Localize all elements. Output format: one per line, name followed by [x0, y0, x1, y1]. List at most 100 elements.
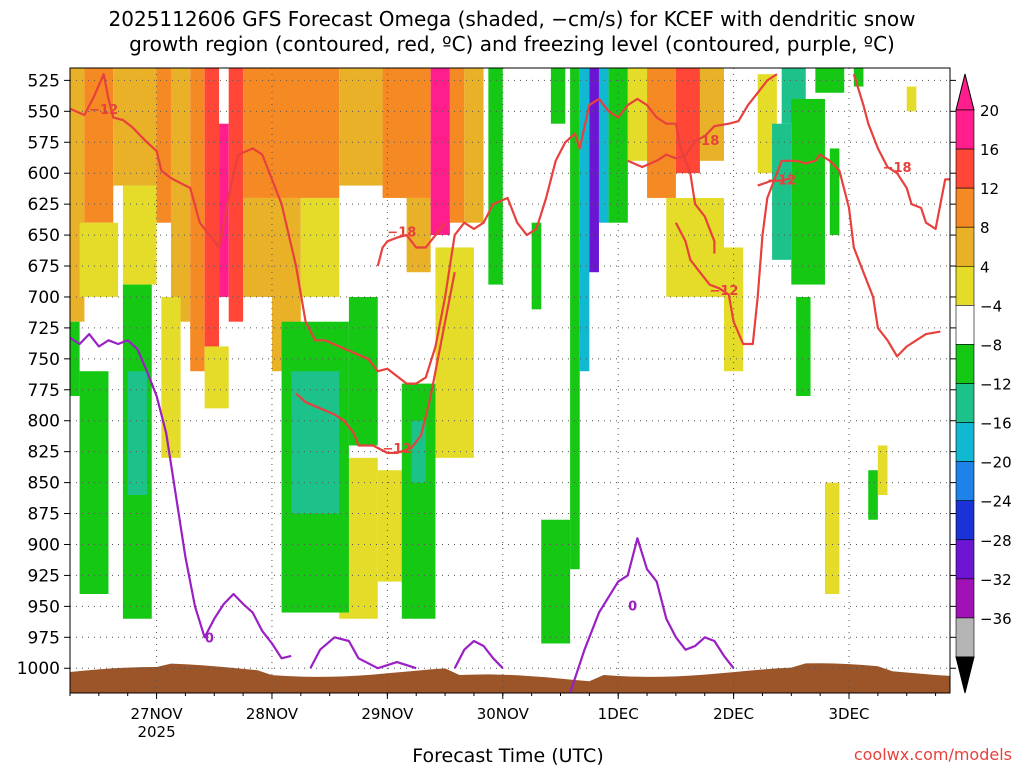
- colorbar-box-4: [955, 265, 975, 306]
- omega-cell-44: [608, 68, 628, 223]
- colorbar-label-13: −36: [980, 610, 1012, 628]
- omega-cell-17: [382, 68, 431, 198]
- pressure-axis: 525 550 575 600 625 650 675 700 725 750 775 800 825 8…: [17, 71, 956, 679]
- colorbar-box-7: [955, 383, 975, 423]
- freezing-contour-label-3: 0: [628, 599, 637, 614]
- gridlines: [70, 68, 950, 693]
- dgz-contour-label-5: −12: [767, 174, 796, 189]
- colorbar-label-10: −24: [980, 493, 1012, 511]
- omega-cell-10: [228, 68, 244, 322]
- omega-cell-48: [699, 68, 724, 161]
- omega-cell-43: [598, 68, 609, 223]
- omega-cell-26: [204, 346, 229, 409]
- colorbar-label-4: 4: [980, 258, 990, 276]
- colorbar-label-0: 20: [980, 102, 999, 120]
- colorbar-box-0: [955, 109, 975, 150]
- colorbar-label-12: −32: [980, 571, 1012, 589]
- colorbar-label-5: −4: [980, 297, 1002, 315]
- omega-cell-41: [579, 68, 590, 372]
- colorbar-label-9: −20: [980, 454, 1012, 472]
- omega-cell-4: [122, 185, 157, 285]
- y-tick-label-825: 825: [28, 443, 60, 463]
- dgz-contour-line-3: [627, 73, 778, 169]
- omega-cell-58: [853, 68, 864, 87]
- colorbar-box-13: [955, 617, 975, 658]
- y-tick-label-950: 950: [28, 597, 60, 617]
- dgz-contour-label-0: −12: [89, 103, 118, 118]
- omega-cell-25: [161, 296, 181, 458]
- colorbar-box-3: [955, 226, 975, 267]
- colorbar-label-1: 16: [980, 141, 999, 159]
- omega-cell-5: [156, 68, 171, 223]
- y-tick-label-850: 850: [28, 474, 60, 494]
- omega-cell-46: [647, 68, 676, 198]
- y-tick-label-625: 625: [28, 195, 60, 215]
- y-tick-label-800: 800: [28, 412, 60, 432]
- omega-cell-47: [675, 68, 700, 174]
- colorbar-box-9: [955, 461, 975, 502]
- colorbar-box-1: [955, 148, 975, 189]
- omega-cell-61: [877, 445, 888, 495]
- omega-cell-9: [219, 123, 229, 297]
- freezing-contour-label-0: 0: [205, 632, 214, 647]
- omega-cell-21: [464, 68, 484, 223]
- x-tick-sublabel-0: 2025: [137, 723, 175, 741]
- omega-cell-3: [113, 68, 157, 186]
- chart-title-line-2: growth region (contoured, red, ºC) and f…: [129, 32, 895, 56]
- omega-cell-16: [339, 68, 383, 186]
- omega-cell-62: [906, 86, 917, 112]
- omega-cell-34: [401, 383, 436, 619]
- colorbar-label-11: −28: [980, 532, 1012, 550]
- x-tick-label-1: 28NOV: [246, 705, 299, 723]
- dgz-contour-line-1: [295, 271, 456, 454]
- colorbar-label-2: 12: [980, 180, 999, 198]
- colorbar-label-7: −12: [980, 376, 1012, 394]
- dgz-contour-line-0: [69, 73, 716, 385]
- omega-cell-13: [271, 68, 340, 198]
- y-tick-label-875: 875: [28, 505, 60, 525]
- freezing-contour-line-1: [309, 636, 417, 670]
- omega-cell-22: [435, 247, 474, 458]
- x-tick-label-4: 1DEC: [598, 705, 639, 723]
- y-tick-label-925: 925: [28, 566, 60, 586]
- dgz-contour-label-6: −18: [883, 161, 912, 176]
- colorbar-bottom-arrow: [955, 656, 975, 694]
- omega-cell-15: [300, 197, 340, 297]
- omega-cell-6: [170, 68, 191, 322]
- terrain-surface: [70, 663, 950, 693]
- dgz-contour-label-2: −18: [387, 226, 416, 241]
- omega-cell-27: [70, 321, 80, 396]
- y-tick-label-525: 525: [28, 71, 60, 91]
- y-tick-label-725: 725: [28, 319, 60, 339]
- y-tick-label-650: 650: [28, 226, 60, 246]
- omega-cell-45: [627, 68, 648, 161]
- x-tick-label-2: 29NOV: [361, 705, 414, 723]
- colorbar-label-8: −16: [980, 415, 1012, 433]
- credit-text: coolwx.com/models: [854, 745, 1012, 764]
- dgz-contours: −12 −12 −18 −18 −12 −12 −18: [69, 73, 950, 457]
- omega-cell-38: [550, 68, 566, 124]
- dgz-contour-line-2: [376, 222, 446, 267]
- omega-cell-24: [377, 470, 407, 582]
- omega-cell-57: [815, 68, 845, 93]
- colorbar-label-6: −8: [980, 336, 1002, 354]
- colorbar-box-8: [955, 422, 975, 462]
- y-tick-label-1000: 1000: [17, 659, 60, 679]
- dgz-contour-line-6: [852, 73, 950, 230]
- omega-cell-40: [570, 68, 580, 570]
- colorbar-box-12: [955, 578, 975, 619]
- omega-cell-36: [488, 68, 503, 285]
- omega-cell-11: [243, 68, 272, 198]
- omega-cell-8: [204, 68, 220, 347]
- y-tick-label-600: 600: [28, 164, 60, 184]
- omega-cell-60: [868, 470, 878, 520]
- freezing-contour-line-2: [453, 639, 504, 669]
- dgz-contour-label-4: −12: [709, 284, 738, 299]
- colorbar-box-10: [955, 500, 975, 541]
- terrain-fill: [70, 663, 950, 693]
- y-tick-label-975: 975: [28, 628, 60, 648]
- y-tick-label-675: 675: [28, 257, 60, 277]
- omega-cell-56: [829, 148, 840, 236]
